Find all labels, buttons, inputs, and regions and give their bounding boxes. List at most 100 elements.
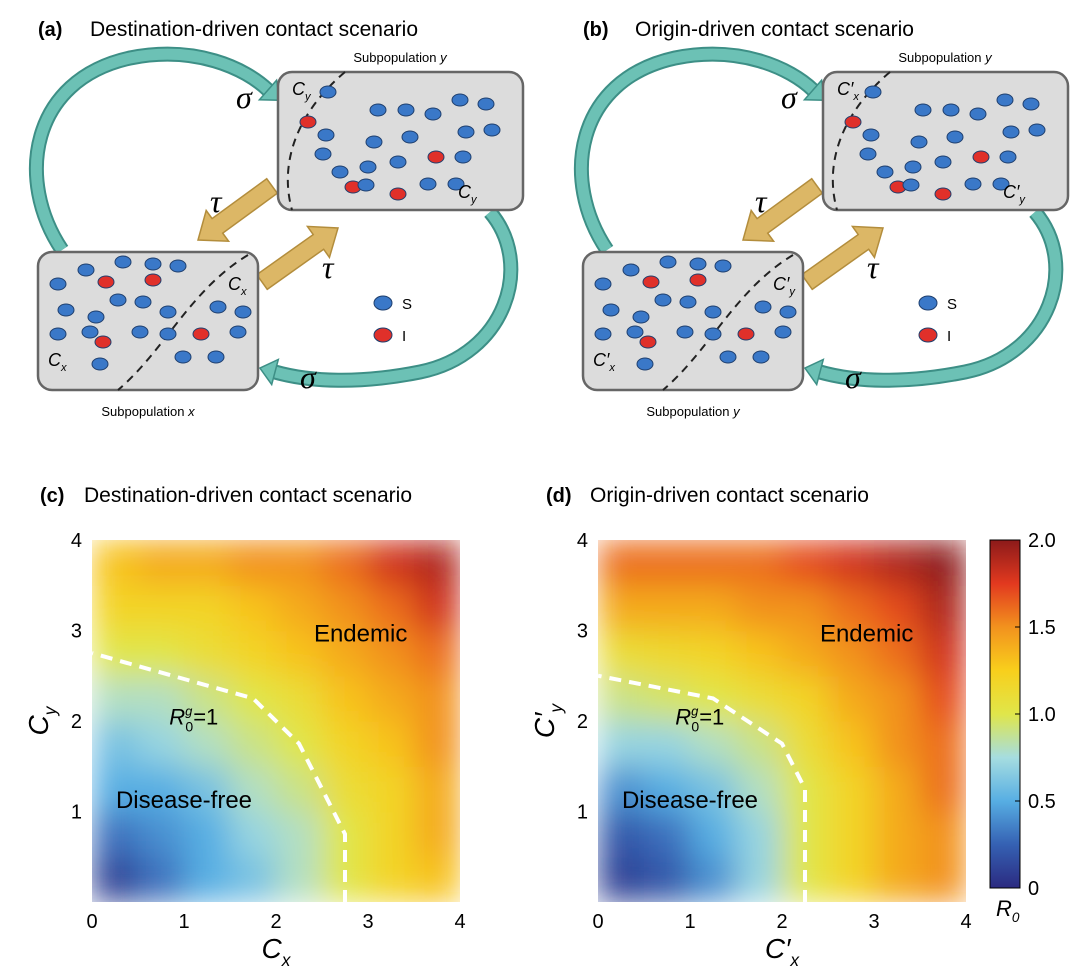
y-tick-label: 1 — [577, 802, 588, 824]
heatmap-cell — [322, 676, 369, 722]
legend-label: I — [947, 328, 951, 345]
heatmap-cell — [368, 540, 415, 586]
susceptible-individual — [420, 178, 436, 190]
heatmap-cell — [828, 540, 875, 586]
contact-label-main: C′ — [1003, 182, 1020, 202]
heatmap-cell — [92, 585, 139, 631]
susceptible-individual — [660, 256, 676, 268]
contact-label-main: C — [48, 350, 62, 370]
tau: τ — [210, 183, 223, 219]
susceptible-individual — [332, 166, 348, 178]
heatmap-cell — [874, 812, 921, 858]
x-axis-label-sub: x — [281, 950, 292, 969]
susceptible-individual — [637, 358, 653, 370]
susceptible-individual — [208, 351, 224, 363]
susceptible-individual — [455, 151, 471, 163]
heatmap-cell — [368, 766, 415, 812]
heatmap-cell — [920, 631, 967, 677]
y-tick-label: 1 — [71, 802, 82, 824]
caption-text: Subpopulation — [646, 404, 729, 419]
y-tick-label: 3 — [577, 621, 588, 643]
heatmap-cell — [368, 857, 415, 903]
heatmap-cell — [874, 676, 921, 722]
heatmap-cell — [276, 766, 323, 812]
sigma: σ — [236, 79, 253, 115]
heatmap-cell — [368, 812, 415, 858]
colorbar-tick-label: 2.0 — [1028, 530, 1056, 552]
heatmap-cell — [644, 631, 691, 677]
sigma: σ — [845, 359, 862, 395]
susceptible-individual — [970, 108, 986, 120]
x-axis-label-sub: x — [789, 950, 800, 969]
heatmap-cell — [184, 585, 231, 631]
heatmap-cell — [828, 812, 875, 858]
heatmap-cell — [92, 676, 139, 722]
annotation: Disease-free — [622, 787, 758, 814]
colorbar-tick-label: 0 — [1028, 878, 1039, 900]
y-axis-label: C′y — [529, 703, 566, 738]
susceptible-individual — [915, 104, 931, 116]
susceptible-individual — [943, 104, 959, 116]
y-axis-label: Cy — [23, 705, 60, 735]
heatmap-cell — [414, 812, 461, 858]
heatmap-cell — [828, 721, 875, 767]
heatmap-cell — [598, 812, 645, 858]
colorbar-tick-label: 1.5 — [1028, 617, 1056, 639]
heatmap-cell — [322, 721, 369, 767]
susceptible-individual — [680, 296, 696, 308]
legend-swatch — [919, 296, 937, 310]
panel-title: Destination-driven contact scenario — [84, 484, 412, 507]
heatmap-cell — [644, 540, 691, 586]
heatmap-cells — [598, 540, 967, 903]
heatmap-cell — [782, 676, 829, 722]
infected-individual — [690, 274, 706, 286]
susceptible-individual — [690, 258, 706, 270]
heatmap-cell — [920, 766, 967, 812]
susceptible-individual — [860, 148, 876, 160]
caption-var: x — [187, 404, 195, 419]
heatmap-cell — [276, 857, 323, 903]
heatmap-cell — [184, 631, 231, 677]
heatmap-cell — [736, 676, 783, 722]
diagram: (a)Destination-driven contact scenarioSu… — [36, 18, 523, 419]
susceptible-individual — [175, 351, 191, 363]
susceptible-individual — [720, 351, 736, 363]
heatmap-cell — [184, 540, 231, 586]
heatmap-cell — [184, 812, 231, 858]
susceptible-individual — [1003, 126, 1019, 138]
infected-individual — [738, 328, 754, 340]
susceptible-individual — [132, 326, 148, 338]
susceptible-individual — [318, 129, 334, 141]
heatmap-cell — [414, 676, 461, 722]
susceptible-individual — [320, 86, 336, 98]
susceptible-individual — [627, 326, 643, 338]
contact-label-main: C — [228, 274, 242, 294]
heatmap-cell — [414, 857, 461, 903]
legend-label: I — [402, 328, 406, 345]
colorbar-label: R0 — [996, 896, 1020, 925]
x-axis-label-main: C′ — [765, 933, 792, 964]
heatmap-cell — [920, 540, 967, 586]
susceptible-individual — [160, 306, 176, 318]
heatmap-cell — [230, 631, 277, 677]
sigma: σ — [781, 79, 798, 115]
heatmap-cell — [828, 676, 875, 722]
susceptible-individual — [115, 256, 131, 268]
contour-label-sup: g — [185, 704, 193, 719]
contact-label-main: C — [292, 79, 306, 99]
panel-label: (c) — [40, 485, 64, 507]
infected-individual — [193, 328, 209, 340]
susceptible-individual — [753, 351, 769, 363]
panel-title: Origin-driven contact scenario — [590, 484, 869, 507]
susceptible-individual — [58, 304, 74, 316]
colorbar-tick-label: 0.5 — [1028, 791, 1056, 813]
susceptible-individual — [210, 301, 226, 313]
annotation: Endemic — [820, 620, 913, 647]
heatmap-cell — [598, 857, 645, 903]
panel-label: (d) — [546, 485, 572, 507]
susceptible-individual — [623, 264, 639, 276]
heatmap-cell — [874, 766, 921, 812]
caption-var: y — [732, 404, 741, 419]
susceptible-individual — [425, 108, 441, 120]
heatmap-cell — [598, 721, 645, 767]
